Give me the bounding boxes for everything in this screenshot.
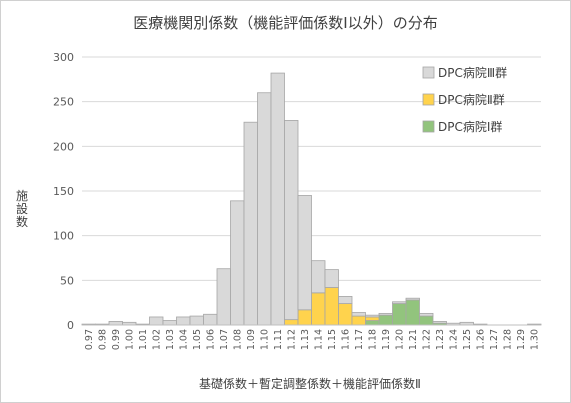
- bar: [203, 313, 218, 326]
- x-tick-label: 1.03: [165, 329, 176, 350]
- y-tick-label: 250: [53, 96, 74, 109]
- x-tick-label: 1.07: [219, 329, 230, 350]
- x-tick-label: 1.29: [516, 329, 527, 350]
- x-tick-label: 1.17: [354, 329, 365, 350]
- legend-label: DPC病院Ⅱ群: [438, 92, 505, 107]
- x-tick-label: 1.15: [327, 329, 338, 350]
- x-tick-label: 0.98: [97, 329, 108, 350]
- x-tick-label: 1.06: [205, 329, 216, 350]
- bar: [365, 314, 380, 318]
- x-tick-label: 1.11: [273, 329, 284, 350]
- chart-title: 医療機関別係数（機能評価係数Ⅰ以外）の分布: [133, 14, 438, 32]
- x-tick-label: 1.21: [408, 329, 419, 350]
- bar: [392, 301, 407, 304]
- x-tick-label: 1.26: [475, 329, 486, 350]
- x-tick-label: 1.27: [489, 329, 500, 350]
- x-axis-label: 基礎係数＋暫定調整係数＋機能評価係数Ⅱ: [199, 377, 421, 391]
- x-tick-label: 1.25: [462, 329, 473, 350]
- x-tick-label: 1.13: [300, 329, 311, 350]
- x-tick-label: 1.22: [421, 329, 432, 350]
- x-tick-label: 0.99: [111, 329, 122, 350]
- y-axis-label: 施設数: [15, 189, 28, 229]
- bar: [365, 320, 380, 326]
- bar: [351, 315, 366, 326]
- bar: [311, 260, 326, 294]
- x-tick-label: 1.12: [286, 329, 297, 350]
- bar: [189, 315, 204, 326]
- bar: [230, 200, 245, 326]
- bar: [176, 316, 191, 326]
- x-tick-label: 1.02: [151, 329, 162, 350]
- bar: [432, 321, 447, 324]
- y-tick-label: 200: [53, 140, 74, 153]
- bar: [149, 316, 164, 326]
- y-tick-label: 100: [53, 230, 74, 243]
- bar: [338, 296, 353, 304]
- x-tick-label: 1.04: [178, 329, 189, 350]
- y-tick-label: 0: [67, 319, 74, 332]
- x-tick-label: 1.19: [381, 329, 392, 350]
- x-tick-label: 1.10: [259, 329, 270, 350]
- bar: [392, 303, 407, 326]
- x-tick-label: 0.97: [84, 329, 95, 350]
- bar: [324, 269, 339, 288]
- x-tick-label: 1.18: [367, 329, 378, 350]
- x-tick-label: 1.16: [340, 329, 351, 350]
- bar: [419, 312, 434, 317]
- bar: [378, 312, 393, 316]
- x-tick-label: 1.09: [246, 329, 257, 350]
- bar: [297, 195, 312, 311]
- bar: [243, 121, 258, 326]
- x-tick-label: 1.20: [394, 329, 405, 350]
- bar: [284, 120, 299, 321]
- bar: [405, 299, 420, 326]
- bar: [216, 268, 231, 326]
- bar: [365, 316, 380, 321]
- bar: [324, 287, 339, 326]
- legend-label: DPC病院Ⅰ群: [438, 119, 502, 134]
- bar: [419, 315, 434, 326]
- bar: [405, 297, 420, 301]
- x-tick-label: 1.08: [232, 329, 243, 350]
- x-tick-label: 1.14: [313, 329, 324, 350]
- bar: [338, 303, 353, 326]
- bar: [351, 312, 366, 317]
- bar: [162, 320, 177, 326]
- bar: [311, 292, 326, 326]
- x-tick-label: 1.28: [502, 329, 513, 350]
- y-tick-label: 300: [53, 51, 74, 64]
- x-tick-label: 1.01: [138, 329, 149, 350]
- legend-swatch: [422, 66, 435, 79]
- bar: [297, 309, 312, 326]
- bar: [257, 92, 272, 326]
- x-tick-label: 1.00: [124, 329, 135, 350]
- x-tick-label: 1.24: [448, 329, 459, 350]
- legend-swatch: [422, 93, 435, 106]
- x-tick-label: 1.23: [435, 329, 446, 350]
- y-tick-label: 50: [60, 274, 74, 287]
- x-tick-label: 1.30: [529, 329, 540, 350]
- bar: [378, 314, 393, 326]
- bar: [108, 321, 123, 326]
- legend-label: DPC病院Ⅲ群: [438, 65, 507, 80]
- y-tick-label: 150: [53, 185, 74, 198]
- bar: [284, 319, 299, 326]
- legend-swatch: [422, 120, 435, 133]
- x-tick-label: 1.05: [192, 329, 203, 350]
- bar: [270, 72, 285, 326]
